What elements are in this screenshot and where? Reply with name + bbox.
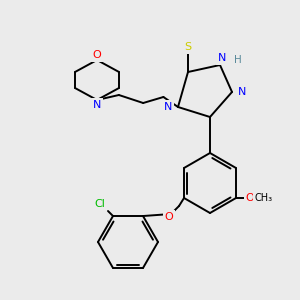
Text: N: N	[238, 87, 246, 97]
Text: O: O	[165, 212, 173, 222]
Text: O: O	[93, 50, 101, 60]
Text: O: O	[246, 193, 254, 203]
Text: N: N	[93, 100, 101, 110]
Text: N: N	[164, 102, 172, 112]
Text: S: S	[184, 42, 192, 52]
Text: CH₃: CH₃	[255, 193, 273, 203]
Text: Cl: Cl	[94, 199, 105, 209]
Text: N: N	[218, 53, 226, 63]
Text: H: H	[234, 55, 242, 65]
